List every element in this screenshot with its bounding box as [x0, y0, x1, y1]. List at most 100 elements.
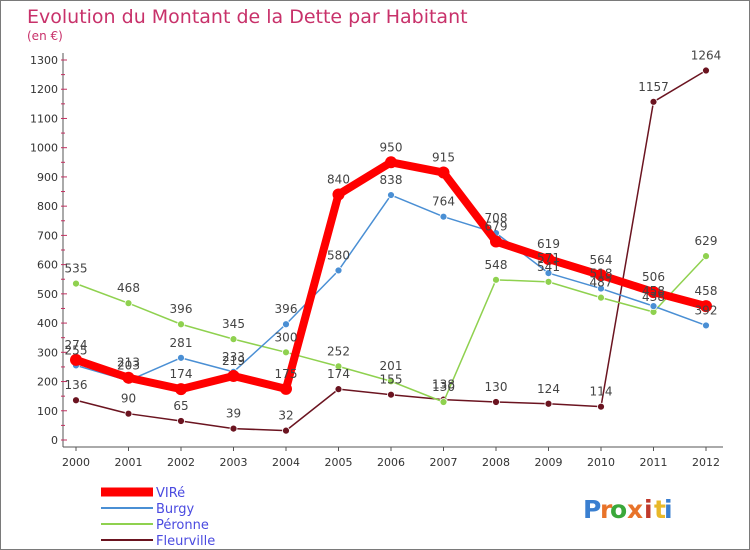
data-point-fleurville	[229, 424, 238, 433]
data-label-fleurville: 114	[590, 385, 613, 399]
chart-subtitle: (en €)	[27, 29, 63, 43]
data-label-fleurville: 174	[327, 367, 350, 381]
data-label-fleurville: 1264	[691, 49, 722, 63]
x-tick-label: 2005	[325, 456, 353, 469]
data-point-fleurville	[124, 409, 133, 418]
data-point-burgy	[177, 353, 185, 362]
data-point-burgy	[649, 302, 658, 311]
x-tick-label: 2001	[115, 456, 143, 469]
data-label-burgy: 458	[642, 284, 665, 298]
logo-letter: i	[644, 495, 653, 524]
y-tick-label: 0	[51, 434, 58, 447]
data-point-vir-	[595, 269, 607, 282]
proxiti-logo: Pro x i ti	[583, 495, 673, 524]
data-point-fleurville	[282, 426, 290, 435]
legend-label-fleurville: Fleurville	[156, 534, 215, 549]
data-label-p-ronne: 535	[65, 262, 88, 276]
data-label-fleurville: 124	[537, 382, 560, 396]
data-point-p-ronne	[492, 275, 500, 284]
data-point-p-ronne	[597, 293, 605, 302]
data-label-burgy: 580	[327, 248, 350, 262]
data-label-vir-: 840	[327, 172, 350, 186]
data-label-vir-: 915	[432, 151, 455, 165]
data-point-burgy	[702, 321, 710, 330]
x-tick-label: 2006	[377, 456, 405, 469]
axes: 0 100 200 300 400 500 600 700 800 900 1000 1100 1200…	[30, 53, 723, 469]
y-tick-label: 600	[37, 259, 58, 272]
data-label-vir-: 564	[590, 253, 613, 267]
x-tick-label: 2000	[62, 456, 90, 469]
legend-label-p-ronne: Péronne	[156, 518, 209, 533]
data-point-p-ronne	[439, 398, 448, 406]
data-point-fleurville	[492, 398, 500, 406]
logo-letter: r	[600, 495, 613, 524]
data-point-fleurville	[544, 399, 553, 408]
data-point-burgy	[387, 191, 395, 199]
data-point-fleurville	[597, 402, 605, 411]
data-point-vir-	[332, 188, 345, 201]
data-label-fleurville: 32	[278, 409, 293, 423]
data-label-burgy: 764	[432, 195, 455, 209]
data-label-vir-: 219	[222, 354, 245, 368]
data-label-p-ronne: 300	[275, 330, 298, 344]
data-label-fleurville: 136	[65, 378, 88, 392]
y-tick-label: 900	[37, 171, 58, 184]
data-point-p-ronne	[702, 252, 710, 261]
legend-label-burgy: Burgy	[156, 502, 195, 517]
data-point-p-ronne	[229, 335, 238, 344]
data-label-vir-: 175	[275, 367, 298, 381]
y-tick-label: 100	[37, 405, 58, 418]
x-tick-label: 2009	[535, 456, 563, 469]
data-label-burgy: 203	[117, 359, 140, 373]
data-label-burgy: 392	[695, 303, 718, 317]
data-label-p-ronne: 252	[327, 344, 350, 358]
x-tick-label: 2010	[587, 456, 615, 469]
x-tick-label: 2012	[692, 456, 720, 469]
data-point-fleurville	[649, 97, 658, 106]
data-label-fleurville: 1157	[638, 80, 669, 94]
data-point-p-ronne	[387, 377, 395, 386]
data-point-vir-	[227, 369, 240, 382]
legend-label-vir-: VIRé	[156, 486, 185, 501]
data-label-vir-: 950	[380, 140, 403, 154]
data-point-p-ronne	[124, 299, 133, 308]
data-point-burgy	[597, 284, 605, 293]
data-point-fleurville	[334, 385, 343, 394]
data-point-vir-	[280, 382, 292, 395]
data-point-burgy	[544, 269, 553, 277]
data-label-p-ronne: 468	[117, 281, 140, 295]
logo-letter: x	[627, 495, 643, 524]
x-tick-label: 2004	[272, 456, 300, 469]
data-label-p-ronne: 345	[222, 317, 245, 331]
y-tick-label: 500	[37, 288, 58, 301]
data-point-burgy	[334, 266, 343, 275]
data-label-p-ronne: 548	[485, 258, 508, 272]
data-label-p-ronne: 487	[590, 276, 613, 290]
data-label-burgy: 281	[170, 336, 193, 350]
data-label-burgy: 255	[65, 343, 88, 357]
data-point-p-ronne	[282, 348, 290, 357]
y-tick-label: 1300	[30, 54, 58, 67]
data-point-vir-	[385, 156, 397, 169]
data-label-vir-: 619	[537, 237, 560, 251]
data-point-p-ronne	[544, 277, 553, 286]
data-label-p-ronne: 629	[695, 234, 718, 248]
y-tick-label: 1200	[30, 83, 58, 96]
data-label-burgy: 396	[275, 302, 298, 316]
data-label-burgy: 233	[222, 350, 245, 364]
data-label-vir-: 174	[170, 367, 193, 381]
y-tick-label: 300	[37, 346, 58, 359]
data-point-burgy	[439, 212, 448, 221]
y-tick-label: 800	[37, 200, 58, 213]
x-tick-label: 2003	[220, 456, 248, 469]
data-label-vir-: 458	[695, 284, 718, 298]
data-point-vir-	[647, 286, 660, 299]
data-point-vir-	[700, 300, 712, 313]
data-point-p-ronne	[334, 362, 343, 371]
data-label-burgy: 571	[537, 251, 560, 265]
y-tick-label: 700	[37, 229, 58, 242]
y-tick-label: 1000	[30, 142, 58, 155]
data-label-fleurville: 130	[485, 380, 508, 394]
